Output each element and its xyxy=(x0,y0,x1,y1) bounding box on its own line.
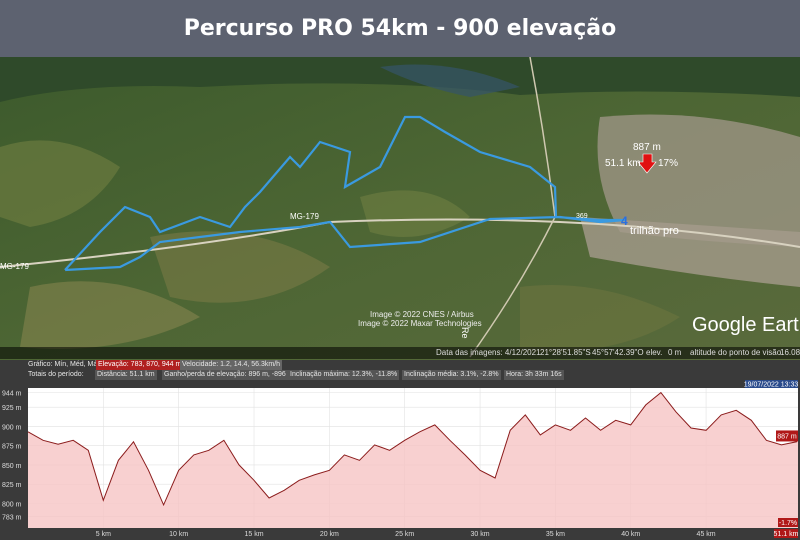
satellite-map[interactable]: MG-179 MG-179 369 trilhão pro 887 m 51.1… xyxy=(0,57,800,360)
status-text: Data das imagens: 4/12/2021 xyxy=(436,348,541,357)
status-text: 45°57'42.39"O xyxy=(592,348,644,357)
elevation-panel: 944 m 925 m 900 m 875 m 850 m 825 m 800 m 783 m… xyxy=(0,380,800,540)
timestamp: 19/07/2022 13:33 xyxy=(744,382,799,389)
x-tick-label: 35 km xyxy=(546,531,565,538)
y-tick-label: 850 m xyxy=(2,463,22,470)
status-text: elev. xyxy=(646,348,663,357)
timestamp-box xyxy=(745,380,798,388)
road-label: MG-179 xyxy=(0,262,29,271)
x-tick-label: 15 km xyxy=(244,531,263,538)
status-text: altitude do ponto de visão xyxy=(690,348,782,357)
title: Percurso PRO 54km - 900 elevação xyxy=(183,16,617,41)
y-tick-label: 900 m xyxy=(2,424,22,431)
road-label: 369 xyxy=(576,213,588,220)
stat[interactable]: Elevação: 783, 870, 944 m xyxy=(96,360,184,370)
end-label-box xyxy=(776,430,798,442)
stat: Totais do período: xyxy=(28,371,84,378)
stats-row: Totais do período: Distância: 51.1 km Ga… xyxy=(0,370,800,380)
y-tick-label: 944 m xyxy=(2,391,22,398)
elevation-area xyxy=(28,392,798,528)
stat[interactable]: Velocidade: 1.2, 14.4, 56.3km/h xyxy=(180,360,283,370)
y-tick-label: 800 m xyxy=(2,501,22,508)
x-tick-label: 30 km xyxy=(471,531,490,538)
marker-grade: 17% xyxy=(658,158,678,169)
end-label: 887 m xyxy=(777,433,797,440)
marker-elevation: 887 m xyxy=(633,142,661,153)
x-tick-label: 10 km xyxy=(169,531,188,538)
stats-row: Gráfico: Mín, Méd, Máx Elevação: 783, 87… xyxy=(0,360,800,370)
x-tick-label: 45 km xyxy=(697,531,716,538)
status-text: 16.08 xyxy=(780,348,800,357)
status-text: 0 m xyxy=(668,348,682,357)
end-grade: -1.7% xyxy=(779,520,797,527)
stat: Gráfico: Mín, Méd, Máx xyxy=(28,361,101,368)
attribution: Image © 2022 CNES / Airbus xyxy=(370,310,474,319)
elevation-line xyxy=(27,391,799,507)
end-distance: 51.1 km xyxy=(774,531,799,538)
place-label: trilhão pro xyxy=(630,225,679,237)
elevation-chart[interactable]: 944 m 925 m 900 m 875 m 850 m 825 m 800 m 783 m… xyxy=(0,380,800,540)
stat: Inclinação média: 3.1%, -2.8% xyxy=(402,370,501,380)
x-tick-label: 5 km xyxy=(96,531,111,538)
y-tick-label: 925 m xyxy=(2,405,22,412)
stat: Inclinação máxima: 12.3%, -11.8% xyxy=(288,370,400,380)
status-text: 21°28'51.85"S xyxy=(540,348,591,357)
title-bar: Percurso PRO 54km - 900 elevação xyxy=(0,0,800,57)
x-tick-label: 25 km xyxy=(395,531,414,538)
marker-distance: 51.1 km xyxy=(605,158,641,169)
attribution: Image © 2022 Maxar Technologies xyxy=(358,319,482,328)
y-tick-label: 875 m xyxy=(2,444,22,451)
x-tick-label: 20 km xyxy=(320,531,339,538)
road-label: Re xyxy=(460,327,470,339)
road-label: MG-179 xyxy=(290,212,319,221)
status-bar: Data das imagens: 4/12/2021 21°28'51.85"… xyxy=(0,347,800,359)
stat: Hora: 3h 33m 16s xyxy=(504,370,564,380)
end-grade-box xyxy=(778,518,798,527)
y-tick-label: 825 m xyxy=(2,482,22,489)
end-distance-box xyxy=(774,529,798,538)
y-tick-label: 783 m xyxy=(2,514,22,521)
stat: Distância: 51.1 km xyxy=(95,370,157,380)
route-marker: 4 xyxy=(621,214,628,228)
x-tick-label: 40 km xyxy=(621,531,640,538)
stat: Ganho/perda de elevação: 896 m, -896 m xyxy=(162,370,296,380)
logo: Google Earth xyxy=(692,314,800,336)
